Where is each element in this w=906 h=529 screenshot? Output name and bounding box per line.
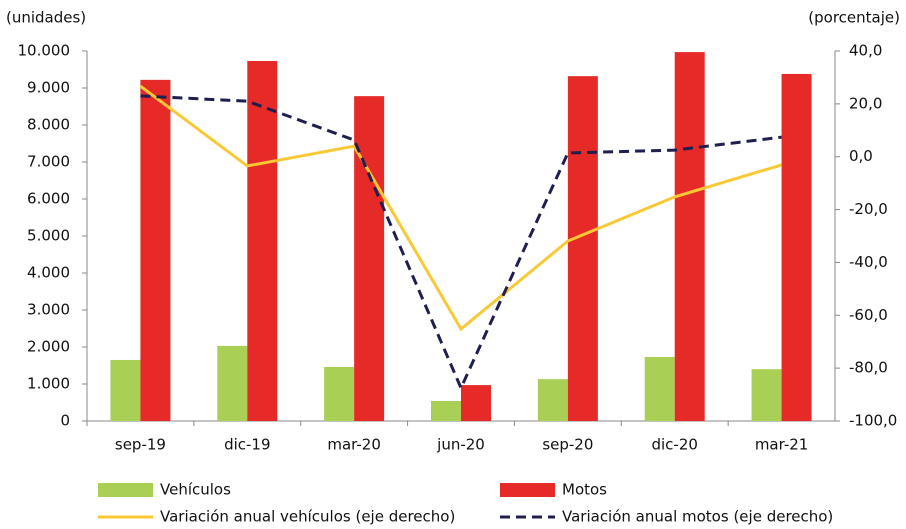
y2-axis-label: (porcentaje) xyxy=(808,9,900,27)
x-tick-label: mar-21 xyxy=(755,436,809,454)
y2-tick-label: 20,0 xyxy=(849,94,882,112)
bar xyxy=(644,356,675,421)
bar xyxy=(431,401,461,421)
bar xyxy=(324,366,355,421)
y-tick-label: 9.000 xyxy=(27,79,70,97)
y2-tick-label: -60,0 xyxy=(849,306,888,324)
y-tick-label: 7.000 xyxy=(27,153,70,171)
legend-label: Variación anual vehículos (eje derecho) xyxy=(160,508,455,526)
y-tick-label: 6.000 xyxy=(27,190,70,208)
bar xyxy=(781,73,812,421)
y-tick-label: 5.000 xyxy=(27,227,70,245)
y-tick-label: 1.000 xyxy=(27,375,70,393)
bar xyxy=(751,369,782,421)
y2-tick-label: -80,0 xyxy=(849,359,888,377)
y-tick-label: 3.000 xyxy=(27,301,70,319)
legend-swatch xyxy=(500,483,555,497)
bar xyxy=(217,345,248,421)
y2-tick-label: 0,0 xyxy=(849,147,873,165)
line-series xyxy=(139,84,783,332)
y-tick-label: 0 xyxy=(60,412,70,430)
x-tick-label: dic-20 xyxy=(651,436,697,454)
y-tick-label: 10.000 xyxy=(18,42,71,60)
legend-label: Motos xyxy=(562,481,607,499)
y2-tick-label: -100,0 xyxy=(849,412,897,430)
y2-tick-label: 40,0 xyxy=(849,42,882,60)
y2-tick-label: -40,0 xyxy=(849,253,888,271)
bar xyxy=(567,76,598,421)
bar xyxy=(110,359,141,421)
x-tick-label: sep-19 xyxy=(115,436,166,454)
bar xyxy=(247,60,278,422)
bar xyxy=(537,379,568,421)
bar xyxy=(140,79,171,422)
bar xyxy=(354,96,385,421)
x-tick-label: sep-20 xyxy=(542,436,593,454)
legend-swatch xyxy=(98,483,153,497)
x-tick-label: mar-20 xyxy=(327,436,381,454)
x-tick-label: dic-19 xyxy=(224,436,270,454)
y-axis-label: (unidades) xyxy=(6,9,86,27)
bar xyxy=(674,52,705,422)
line-series xyxy=(140,94,782,392)
y-tick-label: 2.000 xyxy=(27,338,70,356)
y2-tick-label: -20,0 xyxy=(849,200,888,218)
x-tick-label: jun-20 xyxy=(436,436,485,454)
legend-label: Vehículos xyxy=(160,481,231,499)
y-tick-label: 4.000 xyxy=(27,264,70,282)
bar xyxy=(461,385,491,421)
legend-label: Variación anual motos (eje derecho) xyxy=(562,508,833,526)
y-tick-label: 8.000 xyxy=(27,116,70,134)
